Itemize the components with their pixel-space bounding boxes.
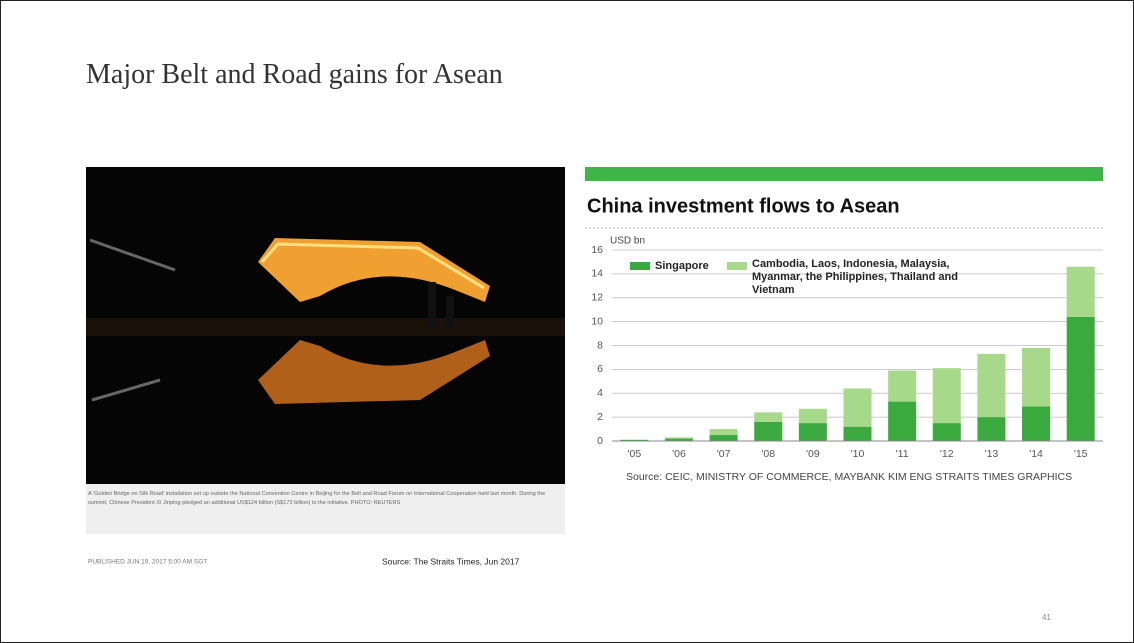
- y-tick-label: 8: [597, 339, 603, 351]
- x-tick-label: '08: [761, 448, 775, 460]
- x-tick-label: '05: [627, 448, 641, 460]
- x-tick-label: '10: [851, 448, 865, 460]
- x-tick-label: '12: [940, 448, 954, 460]
- bar-segment: [1066, 266, 1095, 317]
- bar-segment: [843, 388, 872, 427]
- bar-segment: [843, 426, 872, 441]
- y-tick-label: 10: [591, 315, 603, 327]
- y-axis-label: USD bn: [610, 236, 645, 247]
- bar-segment: [1066, 316, 1095, 441]
- legend-swatch: [630, 262, 650, 270]
- bar-segment: [798, 423, 827, 441]
- legend-label: Cambodia, Laos, Indonesia, Malaysia, Mya…: [752, 258, 958, 296]
- photo-caption: A 'Golden Bridge on Silk Road' installat…: [88, 491, 546, 506]
- bar-segment: [664, 438, 693, 441]
- legend-label: Singapore: [655, 260, 709, 272]
- photo-bridge: [86, 238, 565, 404]
- chart-source: Source: CEIC, MINISTRY OF COMMERCE, MAYB…: [626, 471, 1072, 483]
- bar-segment: [1022, 406, 1051, 441]
- bar-segment: [664, 437, 693, 439]
- x-tick-label: '11: [896, 448, 909, 460]
- y-tick-label: 4: [597, 387, 603, 399]
- bar-segment: [709, 435, 738, 441]
- y-tick-label: 14: [591, 268, 603, 280]
- source: Source: The Straits Times, Jun 2017: [382, 556, 520, 566]
- y-tick-label: 12: [591, 292, 603, 304]
- published: PUBLISHED JUN 19, 2017 5:00 AM SGT: [88, 559, 207, 566]
- caption-box: [86, 484, 565, 534]
- bar-segment: [754, 421, 783, 441]
- y-tick-label: 16: [591, 244, 603, 256]
- bar-segment: [888, 401, 917, 441]
- x-tick-label: '15: [1074, 448, 1088, 460]
- x-tick-label: '09: [806, 448, 820, 460]
- bar-segment: [977, 353, 1006, 418]
- x-tick-label: '14: [1029, 448, 1043, 460]
- x-tick-label: '13: [985, 448, 999, 460]
- chart-band: [585, 167, 1103, 181]
- bar-segment: [754, 412, 783, 422]
- chart-title: China investment flows to Asean: [587, 195, 900, 217]
- y-tick-label: 0: [597, 435, 603, 447]
- bar-segment: [888, 370, 917, 402]
- x-tick-label: '06: [672, 448, 686, 460]
- y-tick-label: 6: [597, 363, 603, 375]
- page-number: 41: [1042, 613, 1051, 622]
- bar-segment: [620, 439, 649, 441]
- slide-title: Major Belt and Road gains for Asean: [86, 59, 503, 90]
- bar-segment: [977, 417, 1006, 441]
- bar-segment: [932, 368, 961, 424]
- legend-swatch: [727, 262, 747, 270]
- bar-segment: [932, 423, 961, 441]
- y-tick-label: 2: [597, 411, 603, 423]
- x-tick-label: '07: [717, 448, 731, 460]
- bar-segment: [1022, 347, 1051, 407]
- bar-segment: [798, 408, 827, 424]
- bar-segment: [709, 429, 738, 436]
